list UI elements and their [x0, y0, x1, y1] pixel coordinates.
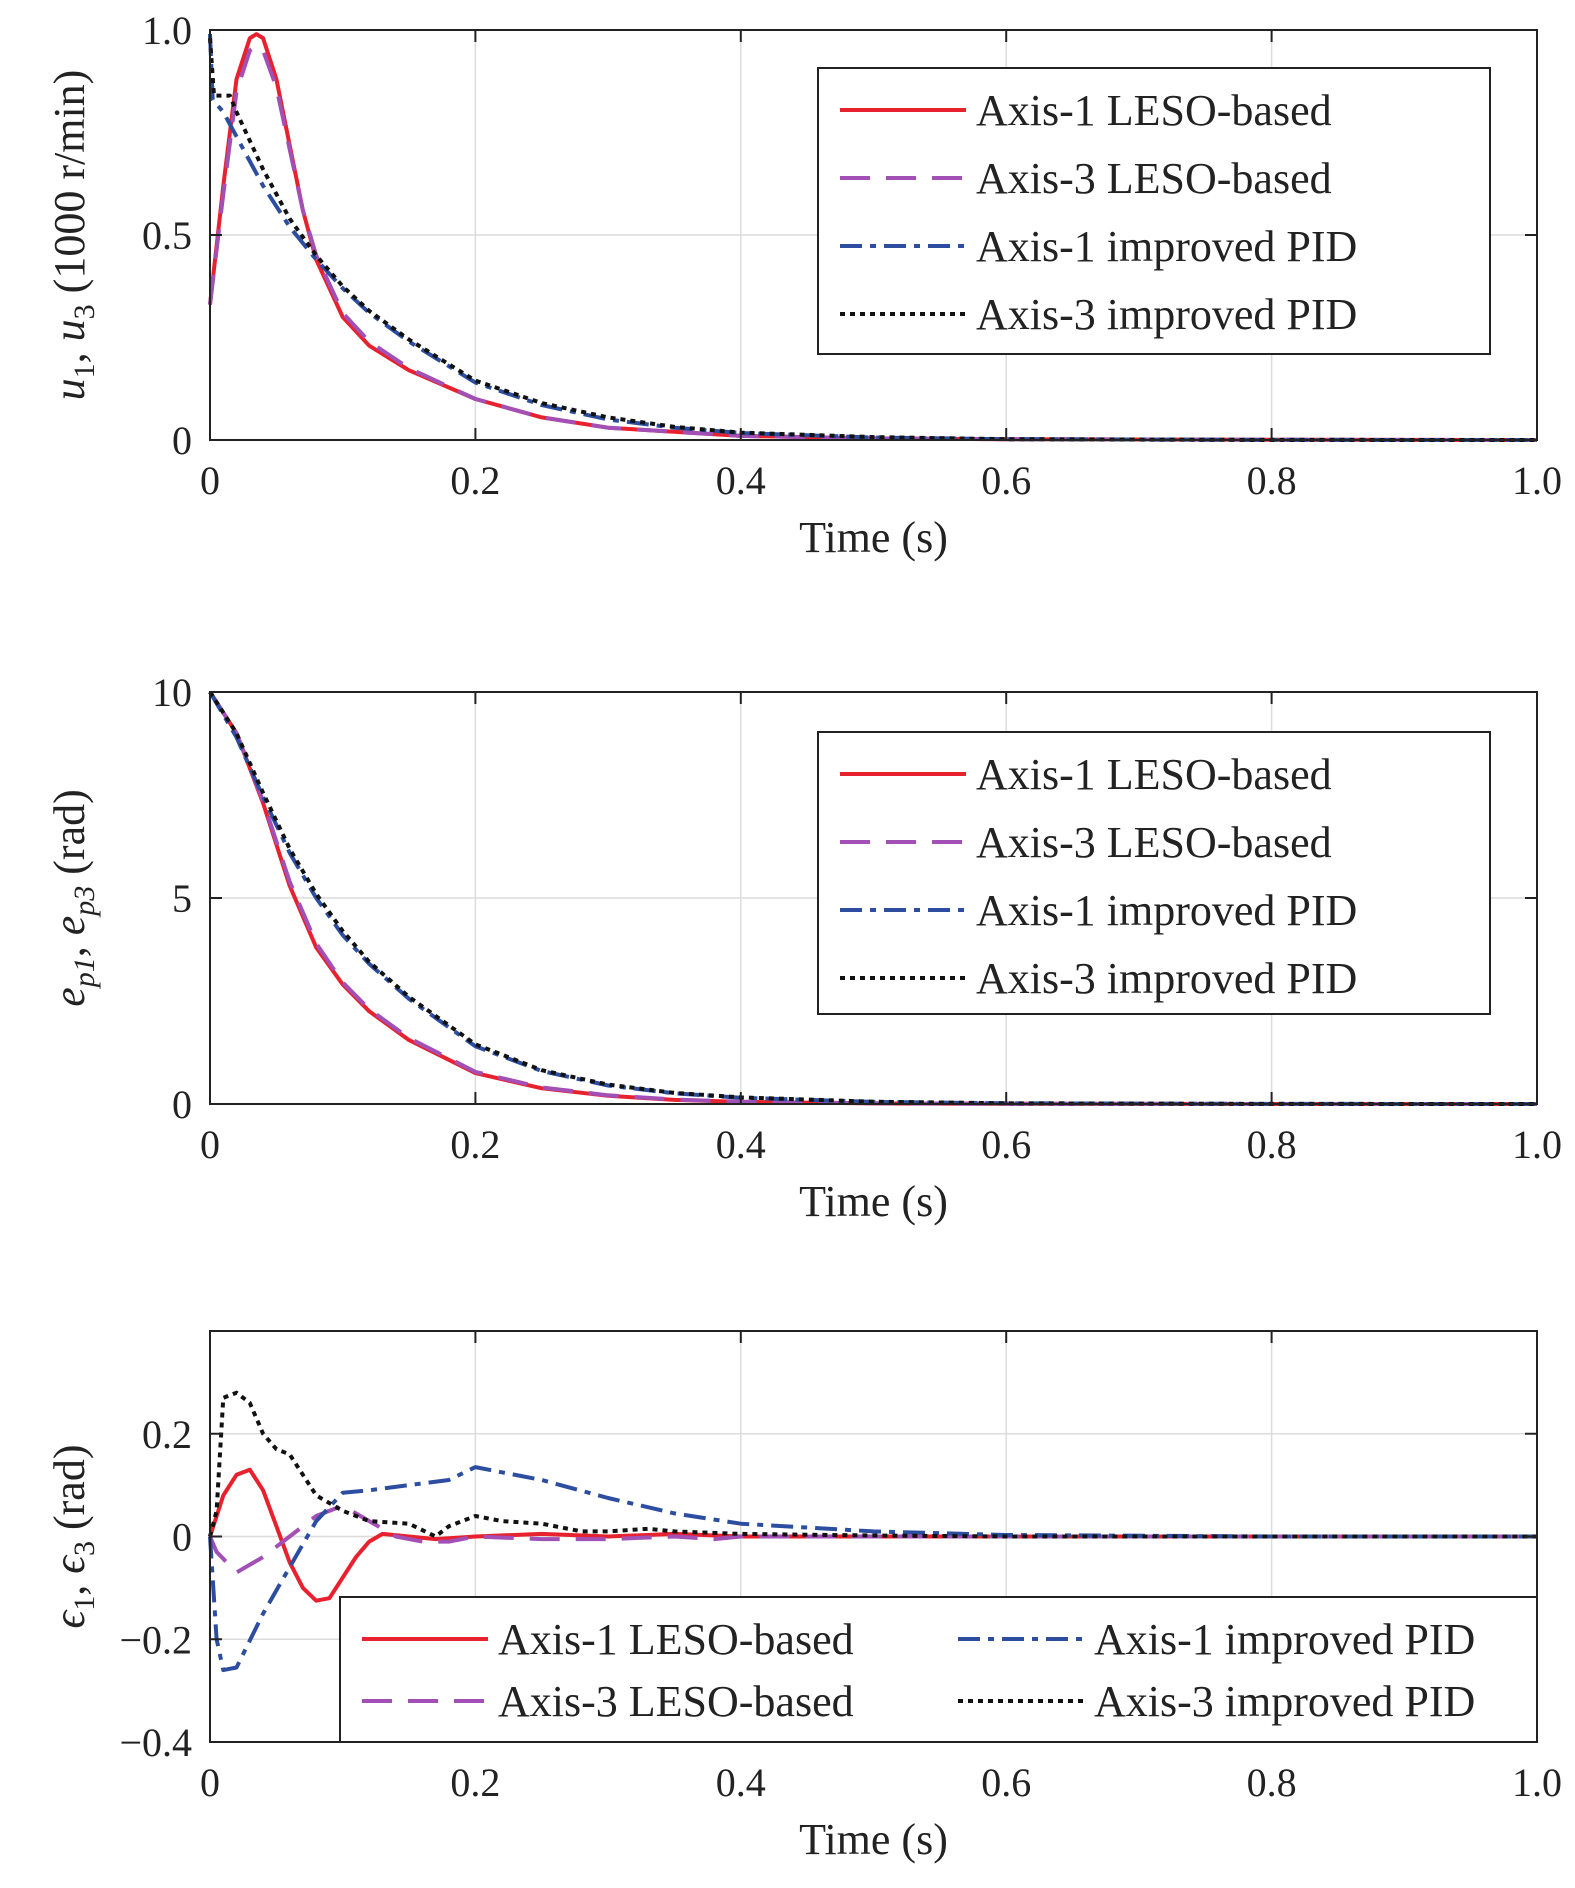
y-tick-label: 1.0: [142, 8, 192, 53]
x-tick-label: 0.8: [1247, 458, 1297, 503]
x-tick-label: 1.0: [1512, 458, 1562, 503]
panel-1: 0 0.2 0.4 0.6 0.8 1.0 0 0.5 1.0 Time (s) u1, u3 (1…: [45, 8, 1562, 562]
x-tick-label: 0.6: [981, 458, 1031, 503]
series-line-4: [208, 1390, 1537, 1539]
legend-label: Axis-1 LESO-based: [976, 86, 1332, 135]
legend-label: Axis-1 improved PID: [976, 222, 1357, 271]
y-tick-label: −0.2: [119, 1617, 192, 1662]
legend: Axis-1 LESO-based Axis-3 LESO-based Axis-1…: [817, 731, 1491, 1015]
series-line-3: [208, 34, 1538, 442]
legend-label: Axis-3 LESO-based: [498, 1677, 854, 1726]
y-axis-label: u1, u3 (1000 r/min): [45, 70, 101, 401]
x-axis-label: Time (s): [799, 1815, 948, 1864]
x-tick-label: 0.2: [450, 1760, 500, 1805]
x-axis-label: Time (s): [799, 513, 948, 562]
legend-label: Axis-3 LESO-based: [976, 154, 1332, 203]
x-tick-label: 0.8: [1247, 1760, 1297, 1805]
x-tick-label: 0: [200, 1760, 220, 1805]
y-tick-label: 0.2: [142, 1412, 192, 1457]
x-tick-label: 0.4: [716, 1122, 766, 1167]
y-tick-label: 5: [172, 876, 192, 921]
x-tick-label: 0.4: [716, 1760, 766, 1805]
legend-label: Axis-1 improved PID: [976, 886, 1357, 935]
y-tick-label: −0.4: [119, 1720, 192, 1765]
x-tick-label: 0.6: [981, 1122, 1031, 1167]
x-tick-label: 0.2: [450, 458, 500, 503]
y-axis-label: ep1, ep3 (rad): [45, 789, 101, 1007]
legend-label: Axis-3 improved PID: [976, 954, 1357, 1003]
panel-2: 0 0.2 0.4 0.6 0.8 1.0 0 5 10 Time (s) ep1, ep3 (ra…: [45, 670, 1562, 1226]
series-line-2: [208, 1503, 1537, 1575]
x-tick-label: 1.0: [1512, 1122, 1562, 1167]
x-tick-label: 0.6: [981, 1760, 1031, 1805]
legend-label: Axis-3 LESO-based: [976, 818, 1332, 867]
x-tick-label: 0: [200, 1122, 220, 1167]
y-axis-label: ϵ1, ϵ3 (rad): [45, 1445, 101, 1629]
legend-label: Axis-3 improved PID: [1094, 1677, 1475, 1726]
x-tick-label: 1.0: [1512, 1760, 1562, 1805]
legend: Axis-1 LESO-based Axis-3 LESO-based Axis-1…: [817, 67, 1491, 355]
y-tick-label: 0.5: [142, 213, 192, 258]
series-line-2: [208, 44, 1538, 442]
y-tick-label: 0: [172, 1515, 192, 1560]
series-line-4: [208, 38, 1538, 442]
legend-label: Axis-3 improved PID: [976, 290, 1357, 339]
x-tick-label: 0.8: [1247, 1122, 1297, 1167]
y-tick-label: 10: [152, 670, 192, 715]
y-tick-label: 0: [172, 1082, 192, 1127]
y-tick-label: 0: [172, 418, 192, 463]
x-tick-label: 0.2: [450, 1122, 500, 1167]
panel-3: 0 0.2 0.4 0.6 0.8 1.0 −0.4 −0.2 0 0.2 Time (s) ϵ1, …: [45, 1330, 1562, 1864]
series-line-3: [208, 1465, 1537, 1673]
x-tick-label: 0.4: [716, 458, 766, 503]
legend-label: Axis-1 improved PID: [1094, 1615, 1475, 1664]
x-axis-label: Time (s): [799, 1177, 948, 1226]
x-tick-label: 0: [200, 458, 220, 503]
legend-box: [339, 1596, 1538, 1743]
legend-label: Axis-1 LESO-based: [976, 750, 1332, 799]
legend-label: Axis-1 LESO-based: [498, 1615, 854, 1664]
legend-box: [817, 731, 1491, 1015]
legend-box: [817, 67, 1491, 355]
legend: Axis-1 LESO-based Axis-3 LESO-based Axis-1…: [339, 1596, 1538, 1743]
